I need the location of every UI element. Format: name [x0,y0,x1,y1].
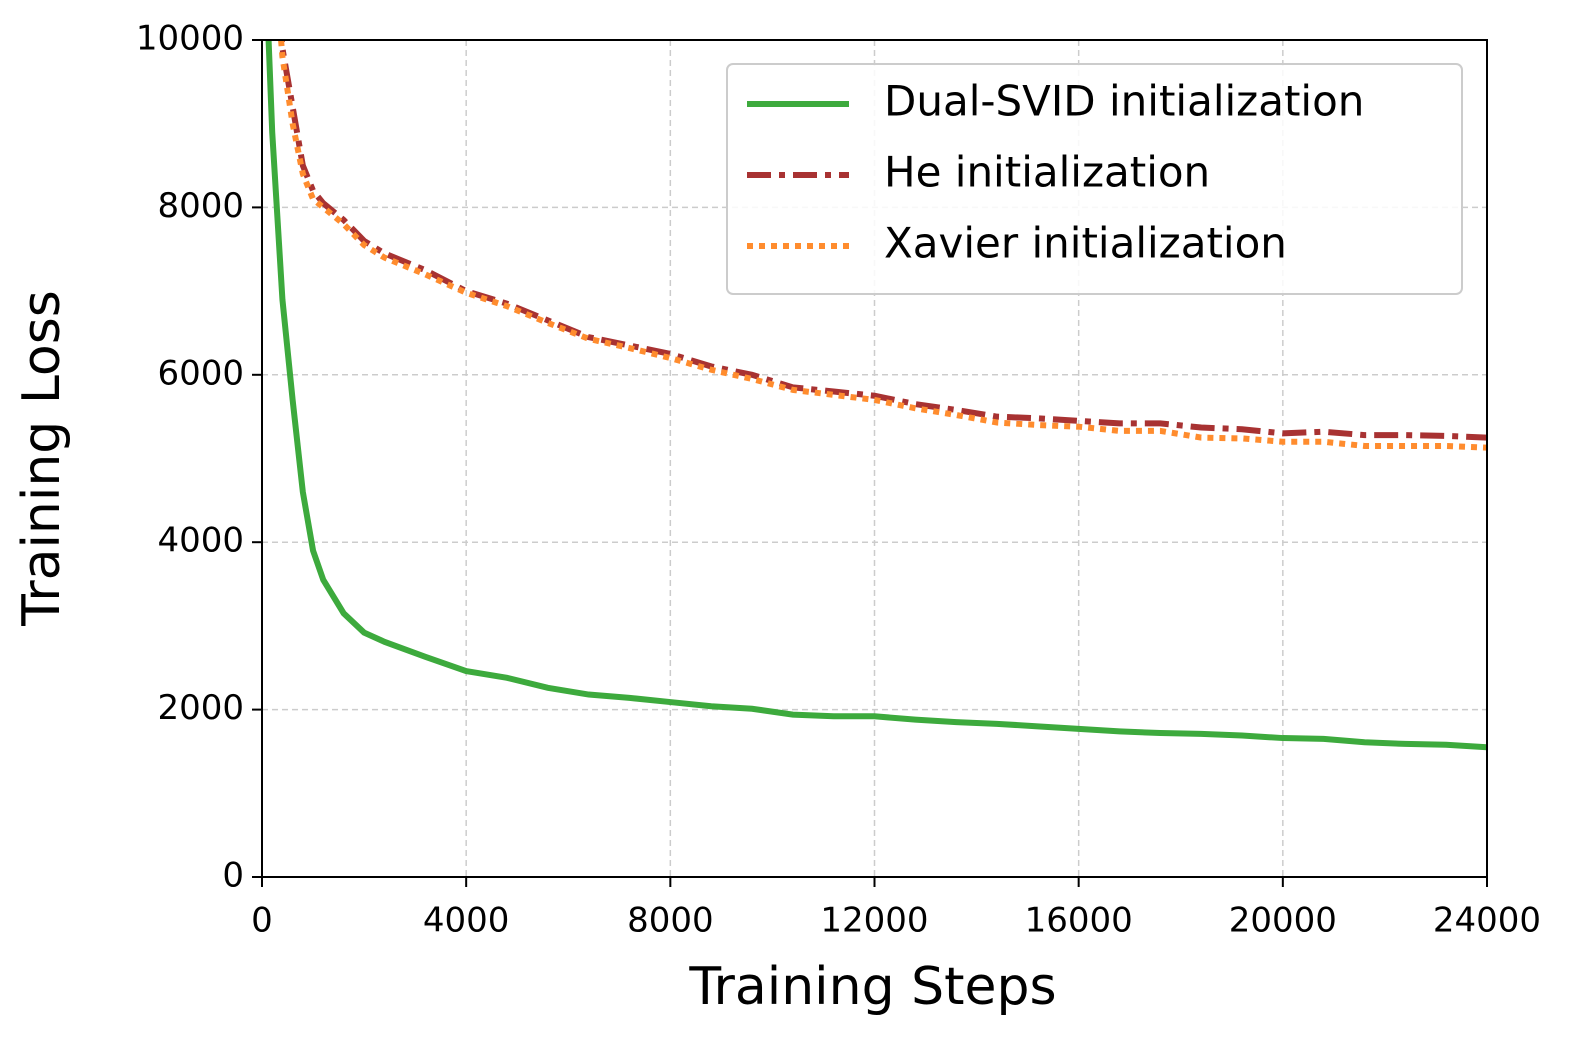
x-tick-label: 12000 [820,901,928,941]
y-tick-label: 8000 [157,186,244,226]
legend-label: He initialization [884,148,1210,197]
x-axis-label: Training Steps [688,957,1056,1017]
y-tick-label: 6000 [157,353,244,393]
legend-box [726,63,1463,295]
x-tick-label: 16000 [1025,901,1133,941]
y-tick-label: 2000 [157,688,244,728]
series-line [265,40,1487,751]
x-tick-label: 24000 [1433,901,1541,941]
legend-label: Dual-SVID initialization [884,77,1364,126]
series-line [278,40,1487,441]
plot-area [265,40,1487,751]
y-tick-label: 10000 [136,19,244,59]
y-tick-label: 0 [222,856,244,896]
y-axis-label: Training Loss [12,290,72,627]
x-tick-label: 0 [251,901,273,941]
legend-label: Xavier initialization [884,219,1287,268]
x-tick-label: 4000 [423,901,510,941]
x-tick-label: 8000 [627,901,714,941]
y-tick-label: 4000 [157,521,244,561]
x-tick-label: 20000 [1229,901,1337,941]
plot-frame [261,39,1488,878]
